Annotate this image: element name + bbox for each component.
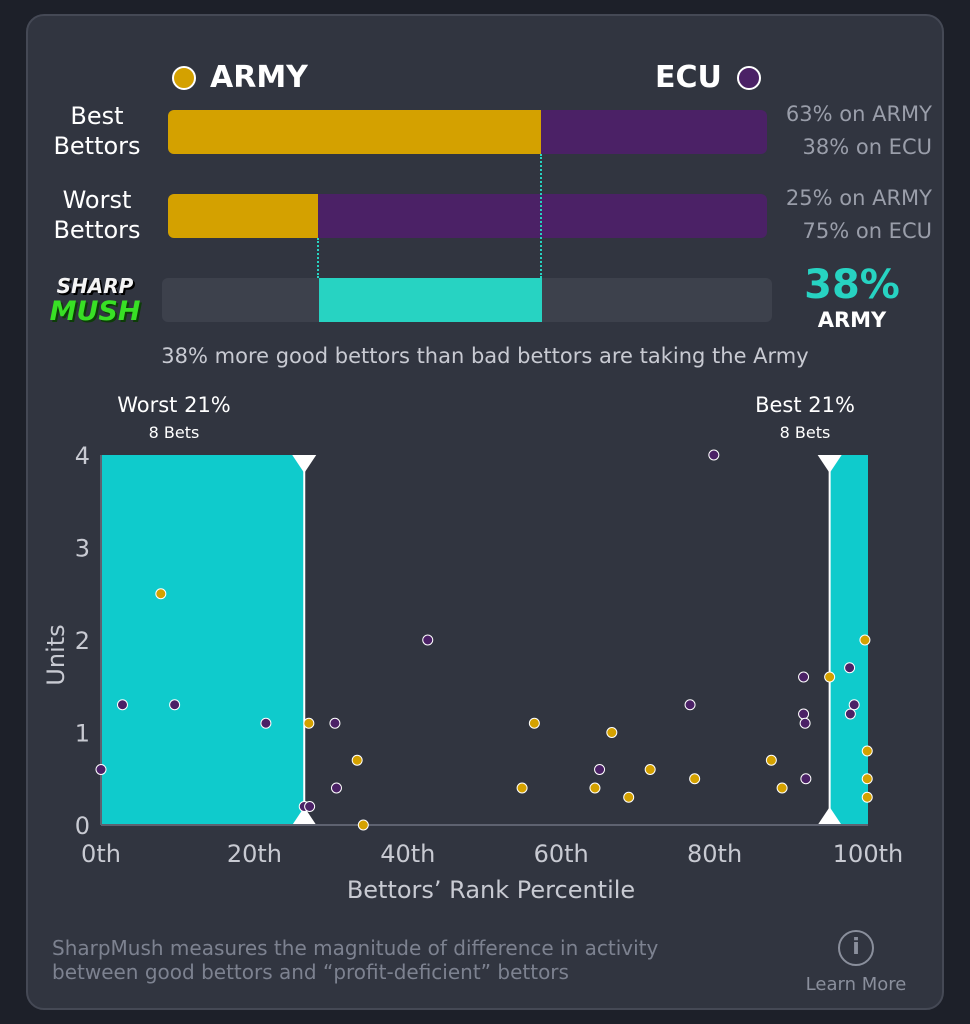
data-point-ecu [95,764,107,775]
data-point-ecu [844,662,856,674]
sharp-value: 38% [804,262,900,308]
data-point-ecu [800,773,812,785]
logo-line1: SHARP [56,274,134,298]
worst-label-line2: Bettors [53,216,141,244]
x-axis-label: Bettors’ Rank Percentile [347,876,635,900]
footer-line2: between good bettors and “profit-deficie… [52,960,569,984]
worst-split-marker [317,238,319,278]
sharpmush-logo: SHARP MUSH [36,274,154,332]
region-handle-bottom-1 [817,807,842,825]
data-point-ecu [304,801,316,812]
x-tick-label: 20th [227,840,282,868]
best-pct-text: 63% on ARMY 38% on ECU [762,98,932,164]
worst-army-bar [168,194,318,238]
data-point-army [824,671,836,683]
best-pct-army: 63% on ARMY [785,102,932,126]
y-axis-label: Units [42,624,70,685]
best-pct-ecu: 38% on ECU [802,135,933,159]
worst-bettors-label: Worst Bettors [42,185,152,245]
x-tick-label: 0th [81,840,121,868]
data-point-army [689,773,701,785]
region-sublabel-1: 8 Bets [780,423,831,442]
learn-more-label: Learn More [805,974,907,995]
y-tick-label: 3 [75,535,90,563]
worst-pct-ecu: 75% on ECU [802,219,933,243]
data-point-ecu [799,717,811,729]
best-label-line1: Best [70,102,124,130]
sharp-diff-bar [319,278,542,322]
x-tick-label: 40th [380,840,435,868]
team-a-name: ARMY [210,60,308,95]
y-tick-label: 0 [75,812,90,840]
best-label-line2: Bettors [53,132,141,160]
region-handle-top-0 [292,455,317,473]
data-point-ecu [594,764,606,775]
data-point-army [861,791,873,803]
best-ecu-bar [541,110,767,154]
footer-line1: SharpMush measures the magnitude of diff… [52,936,659,960]
sharp-team: ARMY [817,308,887,332]
data-point-army [606,727,618,738]
data-point-ecu [798,671,810,683]
worst-ecu-bar [318,194,767,238]
data-point-army [623,791,635,803]
worst-pct-army: 25% on ARMY [785,186,932,210]
data-point-army [765,754,777,766]
data-point-army [861,745,873,757]
army-color-dot [172,66,196,90]
data-point-army [351,754,363,766]
x-tick-label: 80th [687,840,742,868]
best-army-bar [168,110,541,154]
data-point-army [516,782,528,794]
y-tick-label: 2 [75,627,90,655]
data-point-army [303,717,315,729]
region-handle-bottom-0 [292,807,317,825]
data-point-ecu [329,717,341,729]
data-point-ecu [330,782,342,794]
data-point-ecu [844,708,856,720]
region-label-0: Worst 21% [117,393,231,417]
ecu-color-dot [737,66,761,90]
data-point-army [861,773,873,785]
footer-text: SharpMush measures the magnitude of diff… [52,936,658,984]
region-0 [101,455,305,825]
x-tick-label: 60th [534,840,589,868]
data-point-ecu [422,634,434,646]
region-sublabel-0: 8 Bets [149,423,200,442]
best-split-marker [540,154,542,278]
data-point-ecu [169,699,181,711]
info-icon: i [838,930,874,966]
data-point-army [357,819,369,831]
data-point-ecu [798,708,810,720]
data-point-ecu [708,449,720,461]
region-label-1: Best 21% [755,393,855,417]
logo-line2: MUSH [49,296,141,327]
worst-pct-text: 25% on ARMY 75% on ECU [762,182,932,248]
summary-text: 38% more good bettors than bad bettors a… [161,344,809,368]
worst-label-line1: Worst [62,186,132,214]
y-tick-label: 4 [75,442,90,470]
x-tick-label: 100th [833,840,903,868]
data-point-army [155,588,167,600]
learn-more-button[interactable]: i Learn More [800,930,912,996]
data-point-army [644,764,656,775]
data-point-army [859,634,871,646]
data-point-ecu [848,699,860,711]
y-tick-label: 1 [75,720,90,748]
best-bettors-label: Best Bettors [42,101,152,161]
data-point-army [776,782,788,794]
data-point-ecu [260,717,272,729]
team-b-name: ECU [655,60,722,95]
data-point-ecu [684,699,696,711]
data-point-ecu [116,699,128,711]
data-point-army [589,782,601,794]
data-point-army [528,717,540,729]
region-handle-top-1 [817,455,842,473]
